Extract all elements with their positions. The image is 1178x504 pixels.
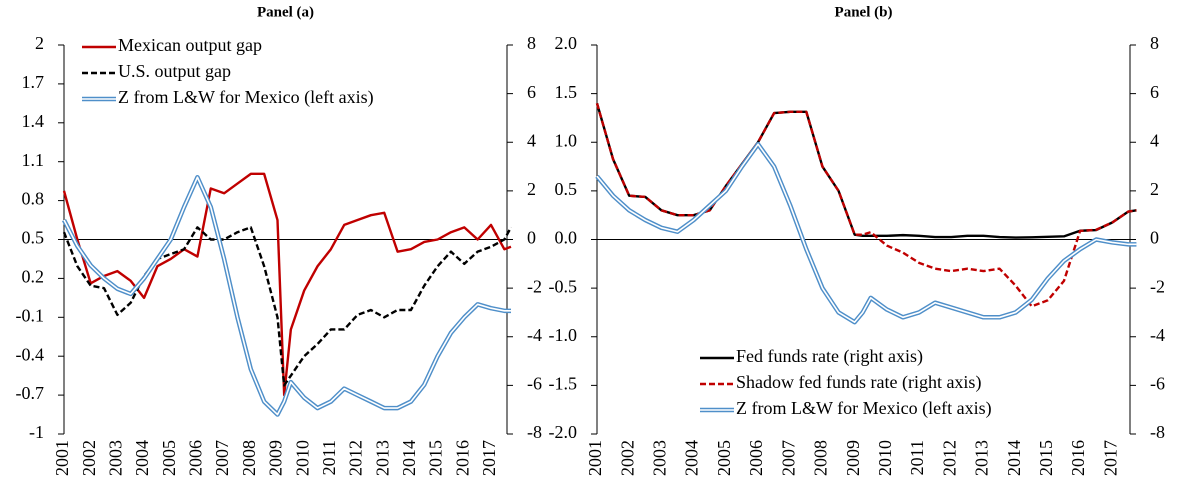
legend-label: Z from L&W for Mexico (left axis) [736,398,992,419]
y-tick-label: -1 [29,422,44,442]
x-tick-label: 2004 [132,440,152,476]
y2-tick-label: 4 [527,130,536,150]
y-tick-label: 1.0 [555,130,578,150]
x-tick-label: 2009 [266,440,286,476]
x-tick-label: 2002 [79,440,99,476]
x-tick-label: 2011 [907,440,927,475]
y2-tick-label: 2 [1150,179,1159,199]
y-tick-label: 0.0 [555,228,578,248]
legend-label: Mexican output gap [118,35,262,55]
line-series [595,103,1137,239]
x-tick-label: 2013 [972,440,992,476]
x-tick-label: 2011 [319,440,339,475]
y-tick-label: -0.7 [16,383,45,403]
x-tick-label: 2002 [617,440,637,476]
x-tick-label: 2005 [714,440,734,476]
y-tick-label: 1.5 [555,82,578,102]
x-tick-label: 2010 [875,440,895,476]
line-series [61,175,511,417]
y2-tick-label: -2 [527,276,542,296]
y2-tick-label: -6 [527,374,542,394]
panel: Panel (a) -1 -0.7 -0.4 -0.1 0.2 0.5 0.8 1.1 1.4 1.… [16,4,543,476]
x-tick-label: 2010 [292,440,312,476]
x-tick-label: 2009 [843,440,863,476]
x-tick-label: 2014 [1004,440,1024,476]
line-series [62,172,512,397]
legend-label: Fed funds rate (right axis) [736,346,923,367]
x-tick-label: 2015 [426,440,446,476]
x-tick-label: 2012 [346,440,366,476]
y-tick-label: -1.0 [549,325,578,345]
x-tick-label: 2007 [778,440,798,476]
x-tick-label: 2016 [452,440,472,476]
y2-tick-label: 4 [1150,130,1159,150]
y2-tick-label: -2 [1150,276,1165,296]
y-tick-label: 2 [35,33,44,53]
legend-label: Shadow fed funds rate (right axis) [736,372,981,393]
y2-tick-label: 6 [1150,82,1159,102]
y-tick-label: -0.1 [16,305,45,325]
x-tick-label: 2012 [939,440,959,476]
x-tick-label: 2017 [479,440,499,476]
line-series-core [63,176,511,416]
y-tick-label: 0.2 [22,267,45,287]
x-tick-label: 2017 [1100,440,1120,476]
y-tick-label: -1.5 [549,374,578,394]
x-tick-label: 2001 [585,440,605,476]
y-tick-label: 1.4 [22,111,45,131]
legend-label: U.S. output gap [118,61,231,81]
y2-tick-label: 0 [527,228,536,248]
y-tick-label: 1.7 [22,72,45,92]
x-tick-label: 2008 [239,440,259,476]
y-tick-label: 2.0 [555,33,578,53]
line-series [595,103,1137,308]
y2-tick-label: -4 [1150,325,1165,345]
x-tick-label: 2004 [682,440,702,476]
x-tick-label: 2006 [746,440,766,476]
legend-label: Z from L&W for Mexico (left axis) [118,87,374,108]
x-tick-label: 2016 [1068,440,1088,476]
y2-tick-label: 2 [527,179,536,199]
y-tick-label: 1.1 [22,150,45,170]
y2-tick-label: 8 [1150,33,1159,53]
chart-title: Panel (b) [835,4,893,20]
y2-tick-label: 6 [527,82,536,102]
x-tick-label: 2008 [811,440,831,476]
x-tick-label: 2014 [399,440,419,476]
line-series-core [596,143,1137,323]
chart-title: Panel (a) [257,4,314,20]
y2-tick-label: -6 [1150,374,1165,394]
x-tick-label: 2015 [1036,440,1056,476]
y2-tick-label: -8 [527,422,542,442]
y-tick-label: -0.5 [549,276,578,296]
y2-tick-label: 0 [1150,228,1159,248]
x-tick-label: 2003 [105,440,125,476]
x-tick-label: 2006 [186,440,206,476]
y-tick-label: 0.8 [22,189,45,209]
y-tick-label: -2.0 [549,422,578,442]
x-tick-label: 2001 [52,440,72,476]
x-tick-label: 2007 [212,440,232,476]
x-tick-label: 2013 [372,440,392,476]
y-tick-label: 0.5 [555,179,578,199]
x-tick-label: 2005 [159,440,179,476]
y2-tick-label: 8 [527,33,536,53]
y-tick-label: -0.4 [16,344,45,364]
panel: Panel (b) -2.0 -1.5 -1.0 -0.5 0.0 0.5 1.0 1.5 2.0… [549,4,1166,476]
x-tick-label: 2003 [650,440,670,476]
y2-tick-label: -8 [1150,422,1165,442]
y-tick-label: 0.5 [22,228,45,248]
y2-tick-label: -4 [527,325,542,345]
